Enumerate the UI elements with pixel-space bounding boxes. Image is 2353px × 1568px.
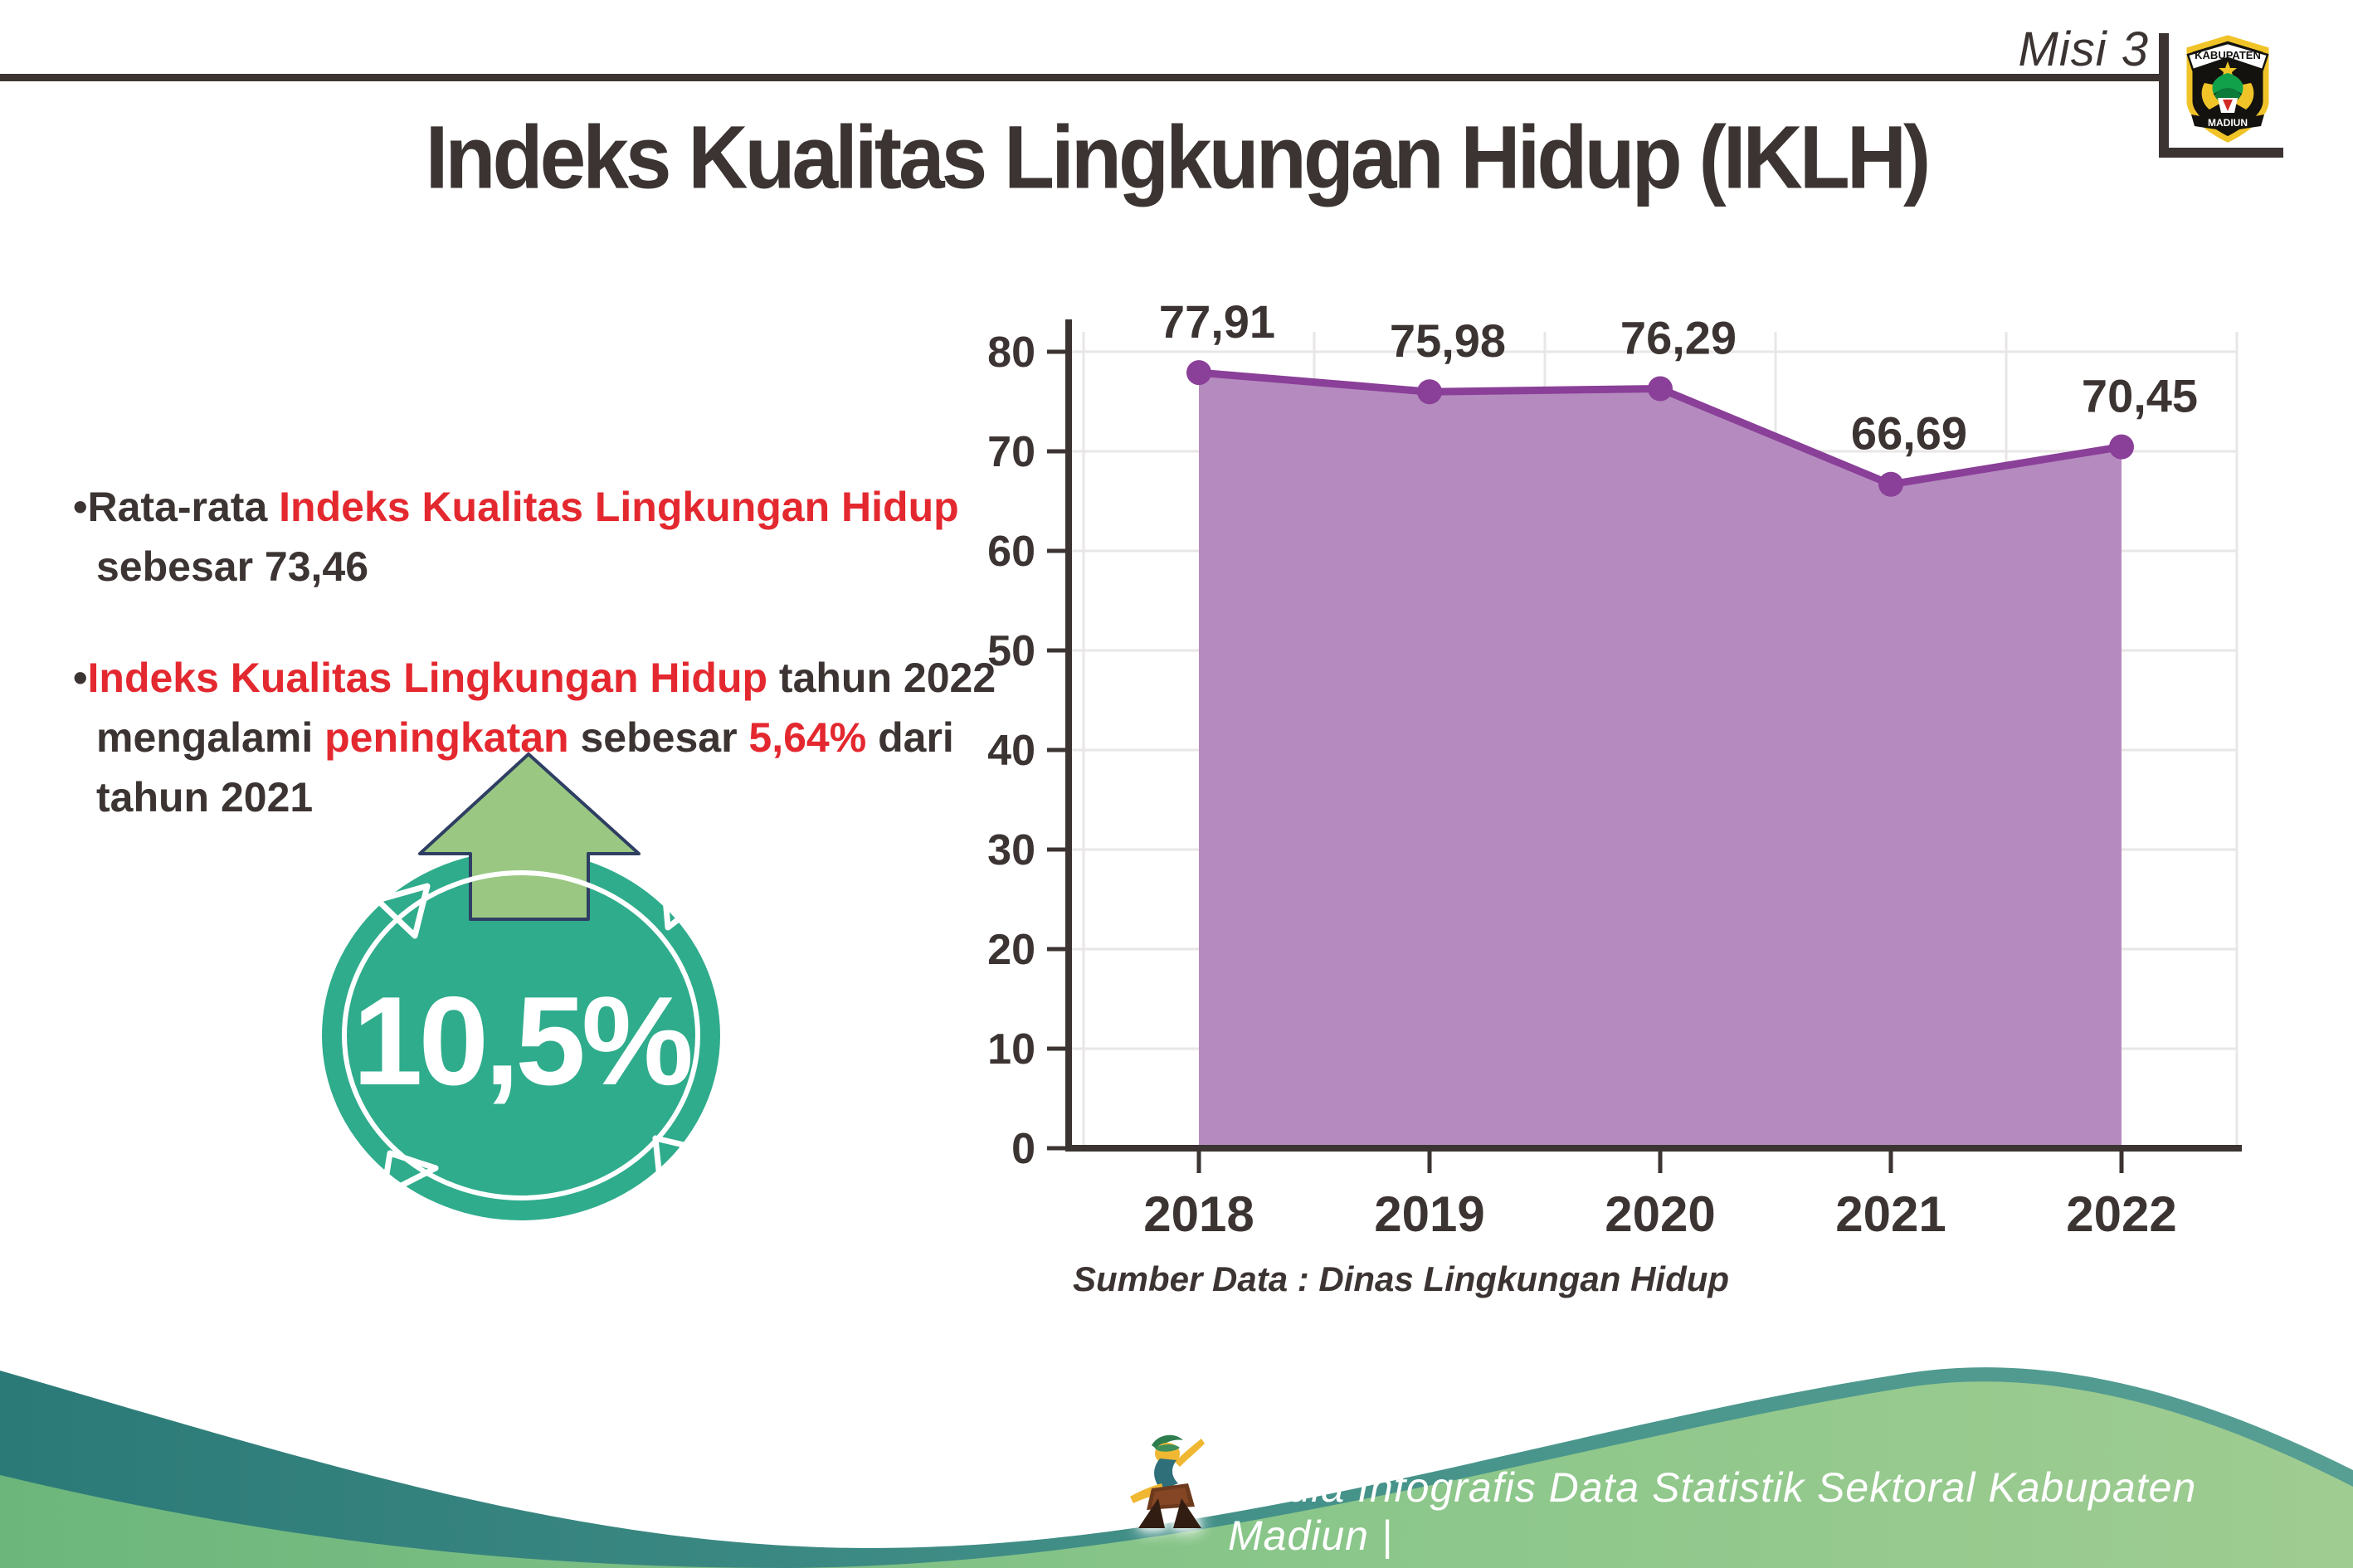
bullet-line: •Rata-rata Indeks Kualitas Lingkungan Hi… (73, 484, 959, 530)
kabupaten-madiun-logo: KABUPATEN MADIUN (2186, 35, 2269, 143)
svg-text:77,91: 77,91 (1159, 295, 1275, 348)
svg-text:20: 20 (987, 926, 1035, 974)
logo-bottom-text: MADIUN (2208, 117, 2248, 129)
bullet-line: •Indeks Kualitas Lingkungan Hidup tahun … (73, 655, 996, 701)
svg-text:2020: 2020 (1605, 1186, 1715, 1242)
footer-text: Media Infografis Data Statistik Sektoral… (1228, 1464, 2197, 1559)
svg-text:80: 80 (987, 329, 1035, 377)
bullet-average-iklh: •Rata-rata Indeks Kualitas Lingkungan Hi… (73, 477, 959, 597)
svg-text:75,98: 75,98 (1390, 314, 1506, 367)
svg-text:66,69: 66,69 (1851, 407, 1967, 460)
svg-text:70: 70 (987, 428, 1035, 476)
misi-label: Misi 3 (2018, 22, 2149, 76)
svg-text:0: 0 (1011, 1125, 1035, 1173)
svg-text:2021: 2021 (1835, 1186, 1946, 1242)
svg-text:50: 50 (987, 627, 1035, 675)
iklh-area-chart: 0 10 20 30 40 50 60 70 80 2018 2019 2020 2021 2022 77,… (987, 295, 2242, 1242)
logo-bracket-horizontal (2159, 148, 2283, 158)
logo-top-text: KABUPATEN (2195, 49, 2261, 61)
iklh-chart: 0 10 20 30 40 50 60 70 80 2018 2019 2020 2021 2022 77,… (954, 274, 2353, 1319)
svg-text:40: 40 (987, 727, 1035, 775)
bullet-line: tahun 2021 (96, 774, 314, 821)
chart-source: Sumber Data : Dinas Lingkungan Hidup (1073, 1259, 1730, 1298)
page-title: Indeks Kualitas Lingkungan Hidup (IKLH) (425, 107, 1932, 208)
svg-text:10: 10 (987, 1025, 1035, 1074)
svg-text:2018: 2018 (1143, 1186, 1254, 1242)
svg-text:2019: 2019 (1374, 1186, 1484, 1242)
bullet-line: sebesar 73,46 (96, 543, 369, 590)
badge-value: 10,5% (353, 971, 694, 1112)
svg-text:76,29: 76,29 (1620, 312, 1737, 364)
svg-text:60: 60 (987, 528, 1035, 576)
logo-bracket-vertical (2159, 33, 2169, 158)
svg-text:2022: 2022 (2066, 1186, 2176, 1242)
increase-badge (322, 752, 720, 1220)
svg-text:30: 30 (987, 826, 1035, 874)
header-rule (0, 74, 2165, 81)
svg-text:70,45: 70,45 (2082, 370, 2198, 422)
dancer-mascot-icon (1130, 1434, 1205, 1528)
